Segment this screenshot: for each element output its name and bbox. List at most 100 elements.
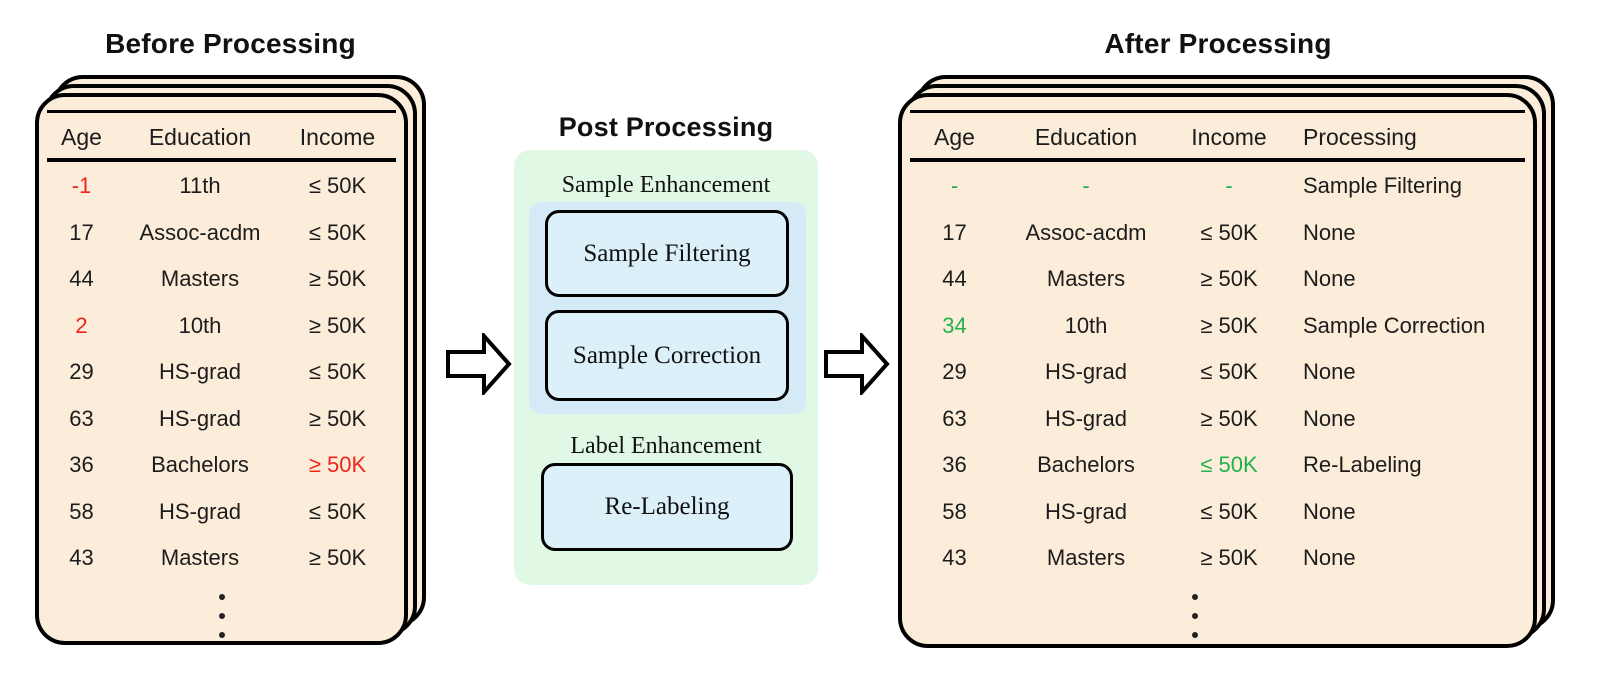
table-cell: ≤ 50K [1200, 359, 1258, 385]
column-header-age: Age [61, 123, 102, 150]
table-cell: 44 [942, 266, 967, 292]
table-cell: ≥ 50K [1200, 312, 1258, 338]
table-row: 43 Masters ≥ 50K None [902, 535, 1533, 582]
ellipsis-dots [1192, 594, 1198, 638]
table-cell: ≥ 50K [1200, 266, 1258, 292]
table-cell: Bachelors [1037, 452, 1135, 478]
after-card: Age Education Income Processing - - - Sample F… [898, 93, 1537, 648]
table-cell: 17 [942, 219, 967, 245]
re-labeling-box: Re-Labeling [541, 463, 793, 551]
table-cell: None [1303, 498, 1356, 524]
table-cell: 36 [942, 452, 967, 478]
table-row: 36 Bachelors ≥ 50K [39, 442, 404, 489]
before-card-stack: Age Education Income -1 11th ≤ 50K 17 Assoc-ac… [35, 75, 465, 650]
table-row: 29 HS-grad ≤ 50K [39, 349, 404, 396]
table-cell: 58 [942, 498, 967, 524]
table-row: 17 Assoc-acdm ≤ 50K None [902, 210, 1533, 257]
before-processing-title: Before Processing [105, 28, 356, 59]
table-cell: 36 [69, 452, 94, 478]
table-cell: 58 [69, 498, 94, 524]
table-cell: 34 [942, 312, 967, 338]
table-cell: ≥ 50K [1200, 545, 1258, 571]
column-header-processing: Processing [1303, 123, 1417, 150]
table-cell: 43 [942, 545, 967, 571]
table-cell: 63 [942, 405, 967, 431]
table-row: 44 Masters ≥ 50K [39, 256, 404, 303]
table-cell: 43 [69, 545, 94, 571]
before-table-body: -1 11th ≤ 50K 17 Assoc-acdm ≤ 50K 44 Masters ≥ 5… [39, 163, 404, 582]
table-cell: 29 [69, 359, 94, 385]
table-cell: HS-grad [1045, 498, 1127, 524]
table-cell: ≤ 50K [1200, 219, 1258, 245]
table-cell: Masters [160, 266, 240, 292]
table-cell: HS-grad [159, 359, 241, 385]
table-row: 44 Masters ≥ 50K None [902, 256, 1533, 303]
sample-correction-box: Sample Correction [545, 310, 789, 401]
table-cell: Masters [1046, 266, 1126, 292]
before-card: Age Education Income -1 11th ≤ 50K 17 Assoc-ac… [35, 93, 408, 645]
table-cell: - [950, 173, 959, 199]
column-header-education: Education [148, 123, 252, 150]
table-cell: Assoc-acdm [1025, 219, 1147, 245]
table-row: 2 10th ≥ 50K [39, 303, 404, 350]
table-cell: None [1303, 219, 1356, 245]
table-row: 29 HS-grad ≤ 50K None [902, 349, 1533, 396]
before-table-header-rule [47, 158, 396, 162]
post-processing-title: Post Processing [558, 112, 774, 142]
ellipsis-dots [219, 594, 225, 638]
table-cell: - [1082, 173, 1090, 199]
after-table-top-rule [910, 110, 1525, 113]
table-cell: ≥ 50K [308, 266, 367, 292]
table-cell: HS-grad [159, 405, 241, 431]
after-table-header-row: Age Education Income Processing [902, 114, 1533, 161]
table-cell: Masters [1046, 545, 1126, 571]
table-cell: ≥ 50K [308, 545, 367, 571]
table-row: -1 11th ≤ 50K [39, 163, 404, 210]
table-cell: HS-grad [159, 498, 241, 524]
table-cell: 10th [178, 312, 222, 338]
table-cell: Masters [160, 545, 240, 571]
table-cell: Sample Correction [1303, 312, 1486, 338]
table-cell: None [1303, 266, 1356, 292]
table-cell: ≥ 50K [308, 405, 367, 431]
table-cell: None [1303, 405, 1356, 431]
table-cell: ≤ 50K [1200, 452, 1258, 478]
label-enhancement-label: Label Enhancement [570, 433, 762, 459]
table-cell: Re-Labeling [1303, 452, 1422, 478]
after-table-header-rule [910, 158, 1525, 162]
column-header-income: Income [299, 123, 376, 150]
table-cell: Assoc-acdm [139, 219, 261, 245]
column-header-income: Income [1191, 123, 1267, 150]
table-cell: HS-grad [1045, 405, 1127, 431]
table-cell: None [1303, 359, 1356, 385]
table-row: - - - Sample Filtering [902, 163, 1533, 210]
table-cell: ≤ 50K [308, 359, 367, 385]
column-header-age: Age [934, 123, 975, 150]
table-cell: 44 [69, 266, 94, 292]
after-processing-title: After Processing [1104, 28, 1332, 59]
table-cell: None [1303, 545, 1356, 571]
sample-filtering-box: Sample Filtering [545, 210, 789, 297]
table-cell: Bachelors [151, 452, 249, 478]
table-cell: 29 [942, 359, 967, 385]
table-row: 58 HS-grad ≤ 50K None [902, 489, 1533, 536]
before-table-header-row: Age Education Income [39, 114, 404, 161]
table-cell: ≥ 50K [308, 452, 367, 478]
table-cell: - [1225, 173, 1233, 199]
table-cell: 10th [1064, 312, 1108, 338]
table-cell: ≤ 50K [308, 498, 367, 524]
flow-arrow-before-to-post [446, 333, 512, 395]
table-cell: 17 [69, 219, 94, 245]
table-cell: 11th [179, 173, 221, 199]
after-table-body: - - - Sample Filtering 17 Assoc-acdm ≤ 50K None… [902, 163, 1533, 582]
table-cell: ≥ 50K [308, 312, 367, 338]
table-cell: ≤ 50K [308, 173, 367, 199]
table-row: 58 HS-grad ≤ 50K [39, 489, 404, 536]
table-cell: -1 [71, 173, 92, 199]
table-row: 36 Bachelors ≤ 50K Re-Labeling [902, 442, 1533, 489]
table-cell: HS-grad [1045, 359, 1127, 385]
table-cell: ≤ 50K [1200, 498, 1258, 524]
post-processing-panel: Sample Enhancement Sample Filtering Samp… [514, 150, 818, 585]
table-cell: ≤ 50K [308, 219, 367, 245]
